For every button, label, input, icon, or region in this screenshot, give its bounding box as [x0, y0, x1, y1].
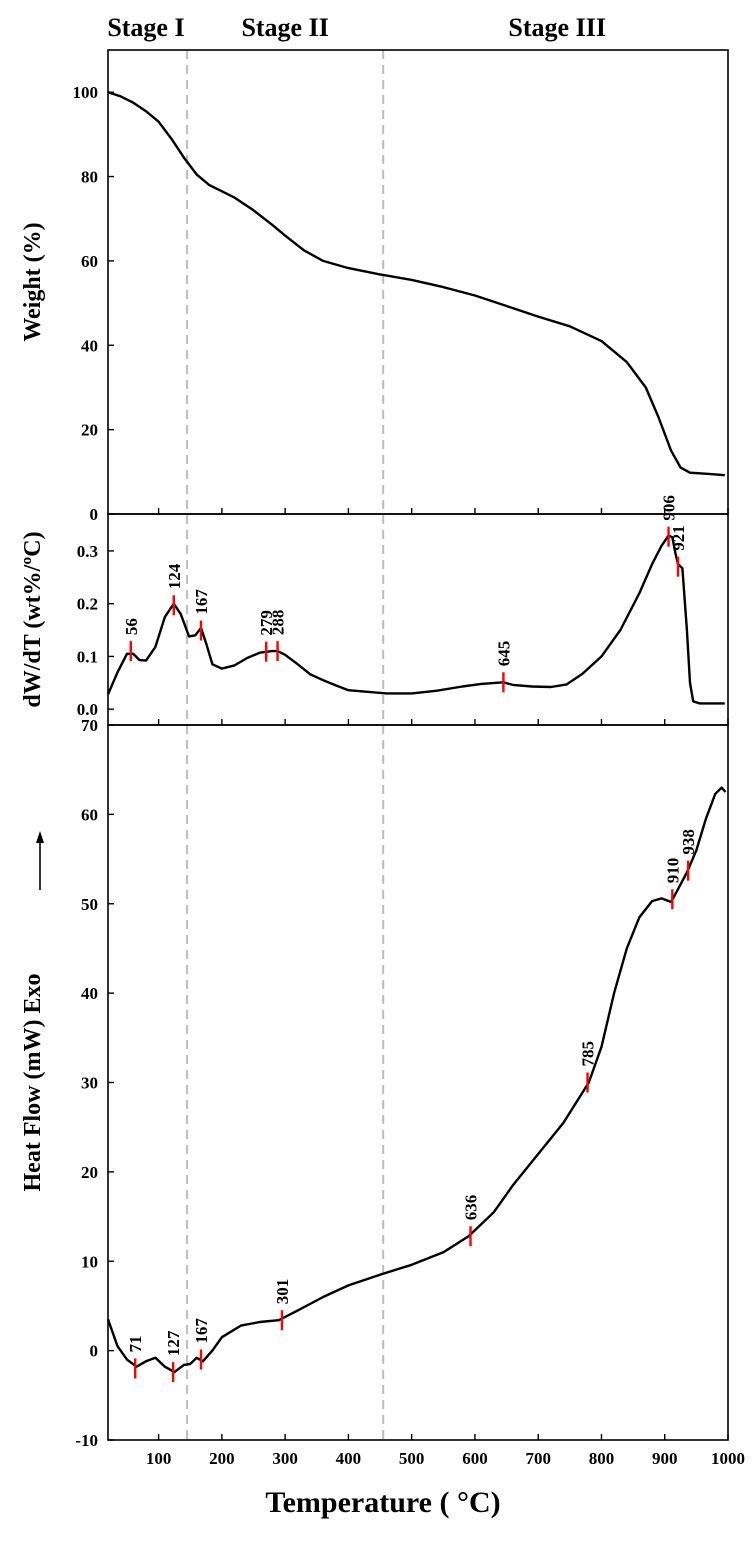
stage-dividers	[186, 50, 385, 1440]
peak-label: 785	[579, 1041, 598, 1067]
stage-labels: Stage I Stage II Stage III	[107, 13, 606, 42]
y-tick-label: -10	[75, 1431, 98, 1450]
y-tick-label: 100	[73, 83, 99, 102]
peak-label: 938	[679, 829, 698, 855]
stage-label-3: Stage III	[508, 13, 606, 42]
y-tick-label: 40	[81, 336, 98, 355]
x-tick-label: 700	[525, 1449, 551, 1468]
peak-label: 279	[257, 610, 276, 636]
series-line-weight	[107, 91, 725, 477]
y-tick-label: 40	[81, 984, 98, 1003]
y-tick-label: 0.3	[77, 542, 98, 561]
y-tick-label: 0.0	[77, 700, 98, 719]
x-tick-label: 400	[336, 1449, 362, 1468]
peak-label: 124	[165, 563, 184, 589]
x-axis-label: Temperature ( °C)	[265, 1486, 500, 1519]
peak-label: 71	[126, 1336, 145, 1353]
x-tick-label: 1000	[711, 1449, 745, 1468]
peak-label: 127	[164, 1330, 183, 1356]
peak-label: 167	[192, 589, 211, 615]
y-axis-label-weight: Weight (%)	[20, 222, 46, 341]
x-tick-label: 100	[146, 1449, 172, 1468]
peak-label: 56	[122, 618, 141, 635]
y-tick-label: 50	[81, 895, 98, 914]
x-axis: 100 200 300 400 500 600 700 800 900 1000	[146, 1449, 745, 1468]
y-tick-label: 70	[81, 716, 98, 735]
y-axis-label-dsc: Heat Flow (mW) Exo	[20, 974, 46, 1192]
series-line-dtg	[106, 534, 725, 705]
series-line-dsc	[106, 786, 727, 1374]
x-tick-label: 900	[652, 1449, 678, 1468]
y-tick-label: 0	[90, 1342, 99, 1361]
y-axis-label-dtg: dW/dT (wt%/ºC)	[20, 531, 46, 707]
peak-label: 645	[494, 641, 513, 667]
x-tick-label: 300	[272, 1449, 298, 1468]
y-tick-label: 0.2	[77, 595, 98, 614]
y-tick-label: 0.1	[77, 647, 98, 666]
y-tick-label: 10	[81, 1252, 98, 1271]
stage-label-2: Stage II	[241, 13, 328, 42]
peak-label: 906	[660, 495, 679, 521]
x-tick-label: 800	[589, 1449, 615, 1468]
peak-label: 288	[269, 610, 288, 636]
y-tick-label: 80	[81, 168, 98, 187]
peak-label: 636	[462, 1195, 481, 1221]
y-tick-label: 60	[81, 252, 98, 271]
y-tick-label: 20	[81, 1163, 98, 1182]
x-tick-label: 600	[462, 1449, 488, 1468]
y-tick-label: 30	[81, 1074, 98, 1093]
panel-weight: 0 20 40 60 80 100 Weight (%)	[20, 49, 729, 524]
panel-dtg: 0.0 0.1 0.2 0.3 dW/dT (wt%/ºC) 56 124 167 279288…	[20, 495, 729, 726]
peak-label: 167	[192, 1318, 211, 1344]
stage-label-1: Stage I	[107, 13, 184, 42]
x-tick-label: 500	[399, 1449, 425, 1468]
peak-label: 921	[669, 525, 688, 551]
y-tick-label: 20	[81, 421, 98, 440]
x-tick-label: 200	[209, 1449, 235, 1468]
exo-arrowhead-icon	[36, 831, 44, 843]
y-tick-label: 0	[90, 505, 99, 524]
peak-label: 301	[273, 1279, 292, 1305]
panel-dsc: -10 0 10 20 30 40 50 60 70 Heat Flow (mW) Exo 71 12…	[20, 716, 729, 1450]
y-tick-label: 60	[81, 805, 98, 824]
peak-label: 910	[663, 858, 682, 884]
